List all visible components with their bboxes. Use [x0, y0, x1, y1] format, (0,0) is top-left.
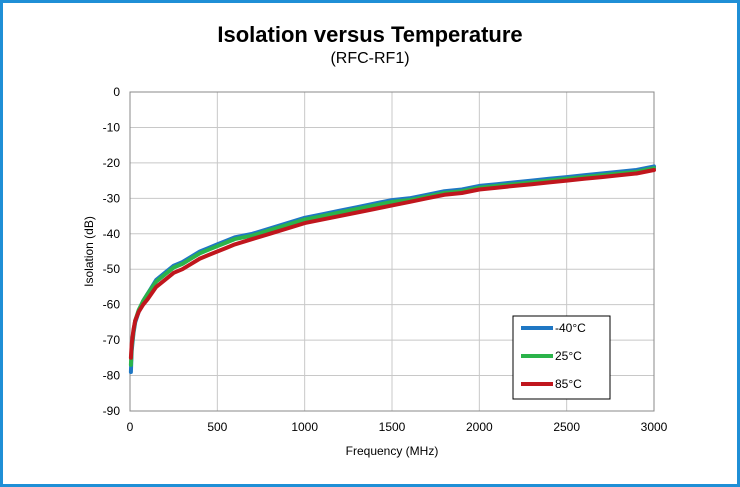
x-axis-label: Frequency (MHz)	[346, 444, 439, 458]
y-tick-labels: 0 -10 -20 -30 -40 -50 -60 -70 -80 -90	[103, 85, 121, 418]
x-tick-label: 1000	[291, 420, 318, 434]
y-tick-label: -20	[103, 156, 121, 170]
x-tick-label: 500	[207, 420, 227, 434]
x-tick-label: 0	[127, 420, 134, 434]
y-tick-label: -40	[103, 227, 121, 241]
legend-label: 25°C	[555, 349, 582, 363]
y-tick-label: -60	[103, 298, 121, 312]
chart-subtitle: (RFC-RF1)	[330, 50, 410, 67]
x-tick-label: 2000	[466, 420, 493, 434]
series-line	[128, 168, 656, 360]
y-tick-label: -70	[103, 333, 121, 347]
x-tick-label: 3000	[641, 420, 668, 434]
y-tick-label: -50	[103, 262, 121, 276]
y-axis-label: Isolation (dB)	[82, 216, 96, 287]
y-tick-label: -10	[103, 120, 121, 134]
y-tick-label: -80	[103, 369, 121, 383]
series-lines	[128, 164, 656, 374]
chart-title: Isolation versus Temperature	[217, 22, 523, 47]
x-tick-labels: 0 500 1000 1500 2000 2500 3000	[127, 420, 668, 434]
legend-label: 85°C	[555, 377, 582, 391]
legend-label: -40°C	[555, 321, 586, 335]
plot-area	[129, 91, 655, 412]
legend: -40°C 25°C 85°C	[512, 315, 611, 400]
y-tick-label: -30	[103, 191, 121, 205]
x-tick-label: 1500	[379, 420, 406, 434]
y-tick-label: 0	[113, 85, 120, 99]
y-tick-label: -90	[103, 404, 121, 418]
x-tick-label: 2500	[553, 420, 580, 434]
